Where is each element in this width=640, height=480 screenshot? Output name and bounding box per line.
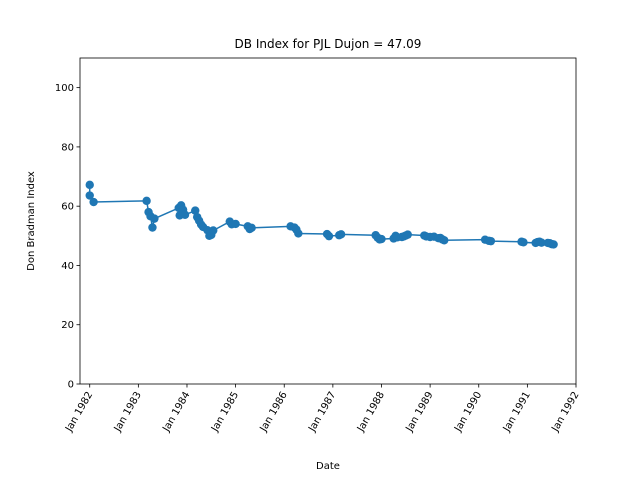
y-tick-label-80: 80 — [61, 142, 74, 153]
data-point — [148, 223, 157, 232]
y-axis-label: Don Bradman Index — [26, 171, 37, 271]
y-tick-label-60: 60 — [61, 202, 74, 213]
data-point — [440, 236, 449, 245]
data-point — [180, 210, 190, 219]
y-tick-label-40: 40 — [61, 261, 74, 272]
data-point — [85, 191, 94, 200]
plot-area — [80, 58, 576, 384]
data-point — [85, 180, 94, 190]
data-point — [209, 226, 218, 235]
data-point — [89, 197, 98, 207]
y-axis: 0 20 40 60 80 100 — [55, 83, 80, 391]
data-point — [231, 219, 240, 229]
data-point — [324, 231, 334, 241]
data-point — [294, 229, 303, 238]
data-point — [377, 234, 386, 244]
y-tick-label-20: 20 — [61, 320, 74, 331]
data-point — [549, 240, 558, 249]
data-point — [142, 196, 151, 206]
x-axis-label: Date — [316, 461, 340, 472]
data-point — [403, 230, 412, 239]
y-tick-label-0: 0 — [68, 380, 74, 391]
data-point — [537, 238, 546, 247]
chart-title: DB Index for PJL Dujon = 47.09 — [235, 37, 422, 51]
series-layer — [85, 180, 558, 249]
data-point — [519, 238, 528, 247]
data-point — [191, 206, 200, 215]
plot-frame — [79, 57, 577, 385]
data-point — [486, 236, 496, 246]
data-point — [336, 230, 346, 239]
data-point — [150, 214, 159, 223]
y-tick-label-100: 100 — [55, 83, 74, 94]
data-point — [247, 223, 256, 233]
